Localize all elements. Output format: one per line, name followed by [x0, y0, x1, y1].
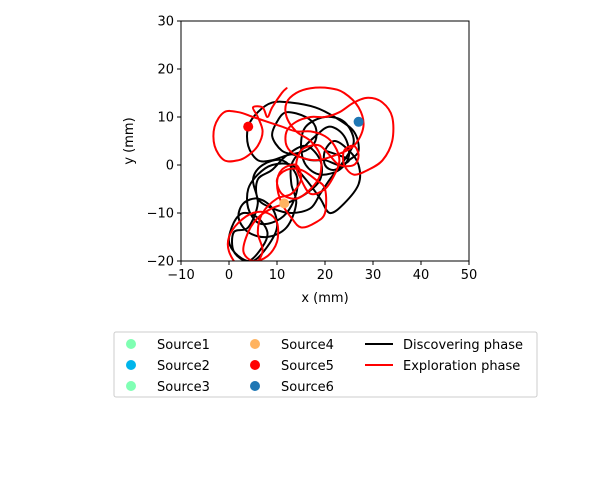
discovering-phase-path — [227, 100, 362, 261]
legend-source6-label: Source6 — [281, 380, 334, 395]
legend-source3-label: Source3 — [157, 380, 210, 395]
legend-source2-label: Source2 — [157, 359, 210, 374]
legend-source1-marker — [126, 339, 136, 349]
x-axis-label: x (mm) — [301, 291, 348, 306]
trajectories — [212, 86, 395, 261]
legend-frame — [113, 331, 538, 398]
y-tick-label: −10 — [147, 207, 174, 222]
x-tick-label: 50 — [461, 268, 478, 283]
x-tick-label: 10 — [269, 268, 286, 283]
y-tick-label: 30 — [157, 15, 174, 30]
y-tick-label: 20 — [157, 63, 174, 78]
x-tick-label: 30 — [365, 268, 382, 283]
x-tick-label: 0 — [225, 268, 233, 283]
x-tick-label: −10 — [167, 268, 194, 283]
y-tick-label: 10 — [157, 111, 174, 126]
legend-exploration-label: Exploration phase — [403, 359, 520, 374]
legend-source6-marker — [250, 381, 260, 391]
legend-source2-marker — [126, 360, 136, 370]
x-tick-label: 40 — [413, 268, 430, 283]
legend-source4-label: Source4 — [281, 338, 334, 353]
y-axis-label: y (mm) — [122, 117, 137, 164]
legend-source1-label: Source1 — [157, 338, 210, 353]
plot-area — [212, 86, 395, 261]
legend-source5-marker — [250, 360, 260, 370]
y-tick-label: 0 — [166, 159, 174, 174]
source4-marker — [279, 198, 290, 209]
source5-marker — [243, 121, 254, 132]
y-tick-label: −20 — [147, 255, 174, 270]
exploration-phase-path — [212, 86, 395, 261]
legend-source3-marker — [126, 381, 136, 391]
legend-source5-label: Source5 — [281, 359, 334, 374]
axes-frame — [180, 20, 470, 262]
source6-marker — [353, 116, 364, 127]
legend-source4-marker — [250, 339, 260, 349]
legend: Source1 Source2 Source3 Source4 Source5 Sourc… — [113, 331, 538, 398]
x-tick-label: 20 — [317, 268, 334, 283]
legend-discovering-label: Discovering phase — [403, 338, 523, 353]
